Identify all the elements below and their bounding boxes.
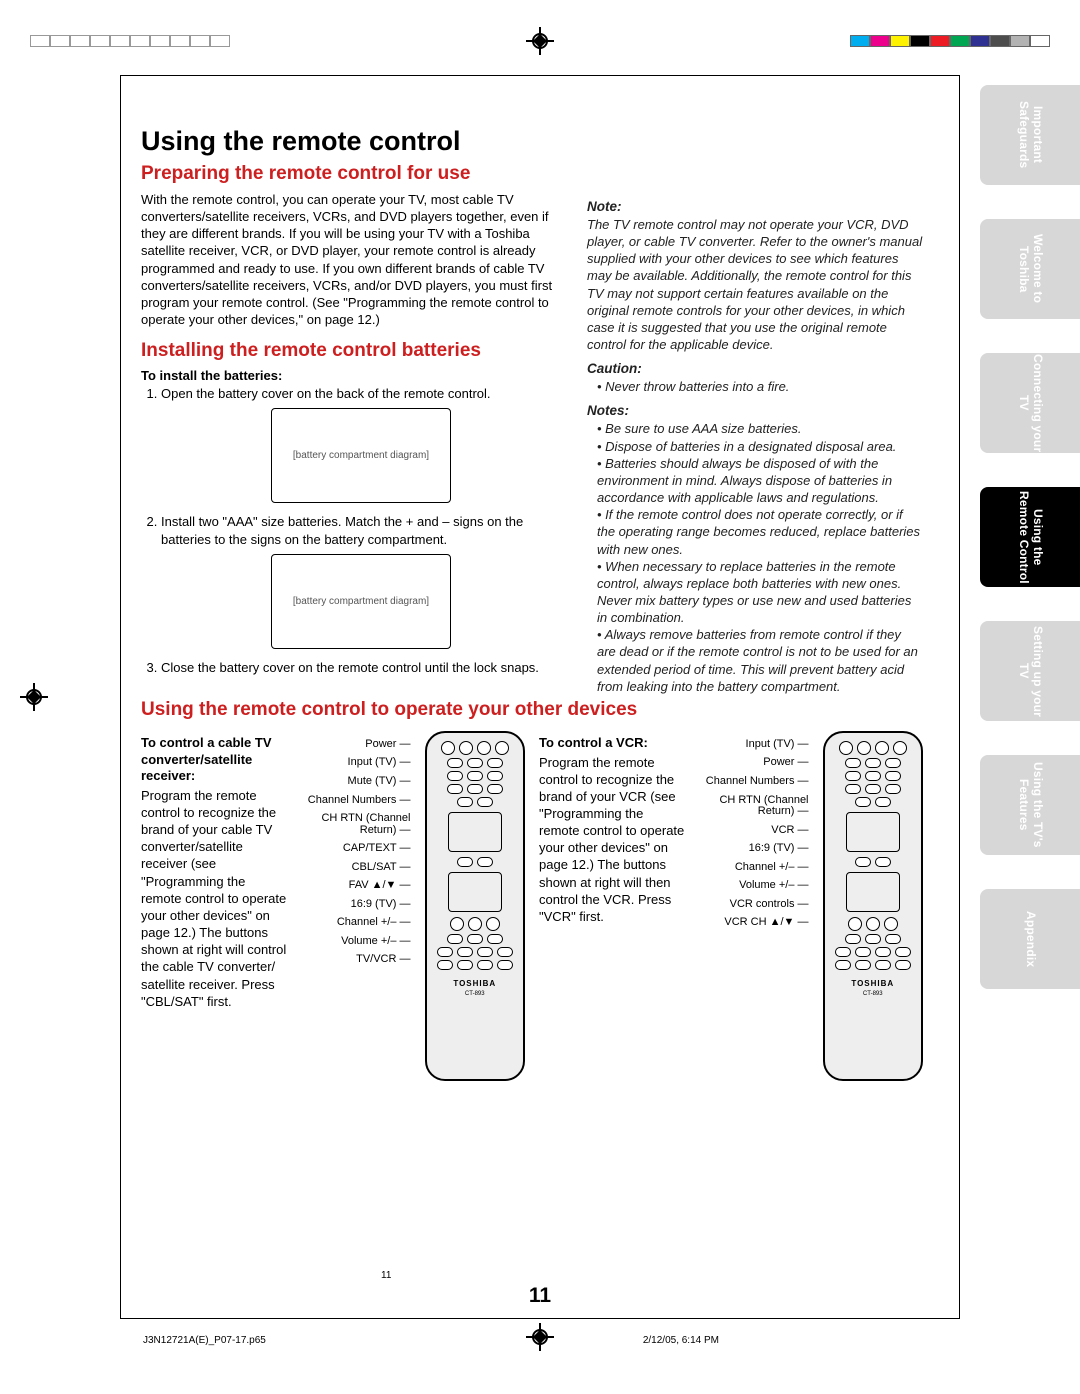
footer-filename: J3N12721A(E)_P07-17.p65 <box>143 1335 266 1346</box>
section-operate-devices: Using the remote control to operate your… <box>141 699 923 721</box>
install-subhead: To install the batteries: <box>141 368 561 383</box>
page-number: 11 <box>529 1284 551 1308</box>
section-installing: Installing the remote control batteries <box>141 340 561 362</box>
vcr-callout-labels: Input (TV) —Power —Channel Numbers —CH R… <box>700 731 808 1081</box>
section-preparing: Preparing the remote control for use <box>141 163 923 185</box>
page-title: Using the remote control <box>141 126 923 157</box>
notes-list: Be sure to use AAA size batteries.Dispos… <box>587 420 923 695</box>
remote-diagram-vcr: TOSHIBA CT-893 <box>823 731 924 1081</box>
intro-paragraph: With the remote control, you can operate… <box>141 191 561 328</box>
tab[interactable]: Setting up your TV <box>980 621 1080 721</box>
tab[interactable]: Connecting your TV <box>980 353 1080 453</box>
vcr-heading: To control a VCR: <box>539 735 686 752</box>
cbl-heading: To control a cable TV converter/satellit… <box>141 735 288 785</box>
cbl-paragraph: Program the remote control to recognize … <box>141 787 288 1010</box>
registration-mark-left <box>20 683 48 711</box>
registration-mark-top <box>526 27 554 55</box>
remote-diagram-cbl: TOSHIBA CT-893 <box>425 731 526 1081</box>
caution-heading: Caution: <box>587 361 923 376</box>
tab[interactable]: Important Safeguards <box>980 85 1080 185</box>
footer-date: 2/12/05, 6:14 PM <box>643 1335 719 1346</box>
section-tabs: Important Safeguards Welcome to Toshiba Co… <box>980 85 1080 989</box>
gray-swatches-left <box>30 35 230 47</box>
battery-diagram: [battery compartment diagram] <box>271 408 451 503</box>
caution-list: Never throw batteries into a fire. <box>587 378 923 395</box>
color-swatches-right <box>850 35 1050 47</box>
install-steps: Open the battery cover on the back of th… <box>141 385 561 676</box>
notes-heading: Notes: <box>587 403 923 418</box>
tab[interactable]: Welcome to Toshiba <box>980 219 1080 319</box>
tab[interactable]: Using the TV's Features <box>980 755 1080 855</box>
tab[interactable]: Using the Remote Control <box>980 487 1080 587</box>
note-text: The TV remote control may not operate yo… <box>587 216 923 353</box>
page-content: Using the remote control Preparing the r… <box>120 75 960 1319</box>
cbl-callout-labels: Power —Input (TV) —Mute (TV) —Channel Nu… <box>302 731 410 1081</box>
tab[interactable]: Appendix <box>980 889 1080 989</box>
registration-mark-bottom <box>526 1323 554 1351</box>
print-registration-bar <box>0 35 1080 47</box>
vcr-paragraph: Program the remote control to recognize … <box>539 754 686 926</box>
note-heading: Note: <box>587 199 923 214</box>
battery-diagram: [battery compartment diagram] <box>271 554 451 649</box>
footer-page: 11 <box>381 1270 391 1281</box>
